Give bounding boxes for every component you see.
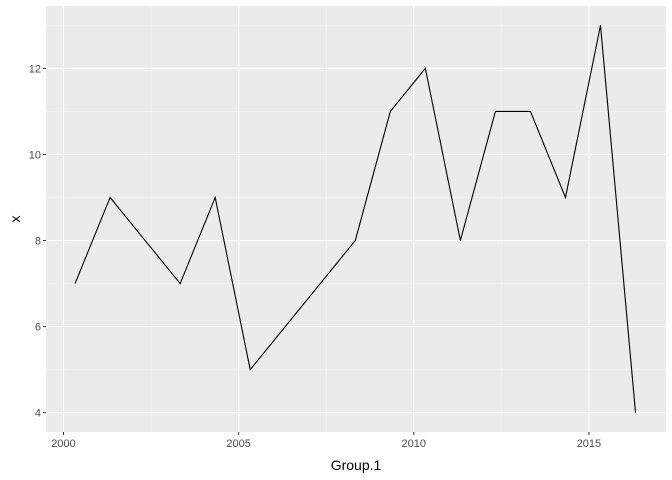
plot-panel bbox=[46, 6, 666, 432]
y-axis-title: x bbox=[7, 216, 23, 223]
y-tick-label: 8 bbox=[35, 236, 41, 248]
y-tick-label: 12 bbox=[29, 63, 41, 75]
x-tick-label: 2000 bbox=[51, 438, 75, 450]
major-gridlines bbox=[46, 6, 666, 432]
y-tick-label: 4 bbox=[35, 408, 41, 420]
x-tick-label: 2005 bbox=[226, 438, 250, 450]
data-line bbox=[74, 25, 637, 413]
y-tick-label: 6 bbox=[35, 322, 41, 334]
y-tick-label: 10 bbox=[29, 149, 41, 161]
minor-gridlines bbox=[46, 6, 666, 432]
x-axis-title: Group.1 bbox=[331, 457, 382, 473]
x-tick-label: 2015 bbox=[577, 438, 601, 450]
y-axis: 4 6 8 10 12 bbox=[29, 63, 46, 420]
x-tick-label: 2010 bbox=[402, 438, 426, 450]
x-axis: 2000 2005 2010 2015 bbox=[51, 432, 601, 450]
